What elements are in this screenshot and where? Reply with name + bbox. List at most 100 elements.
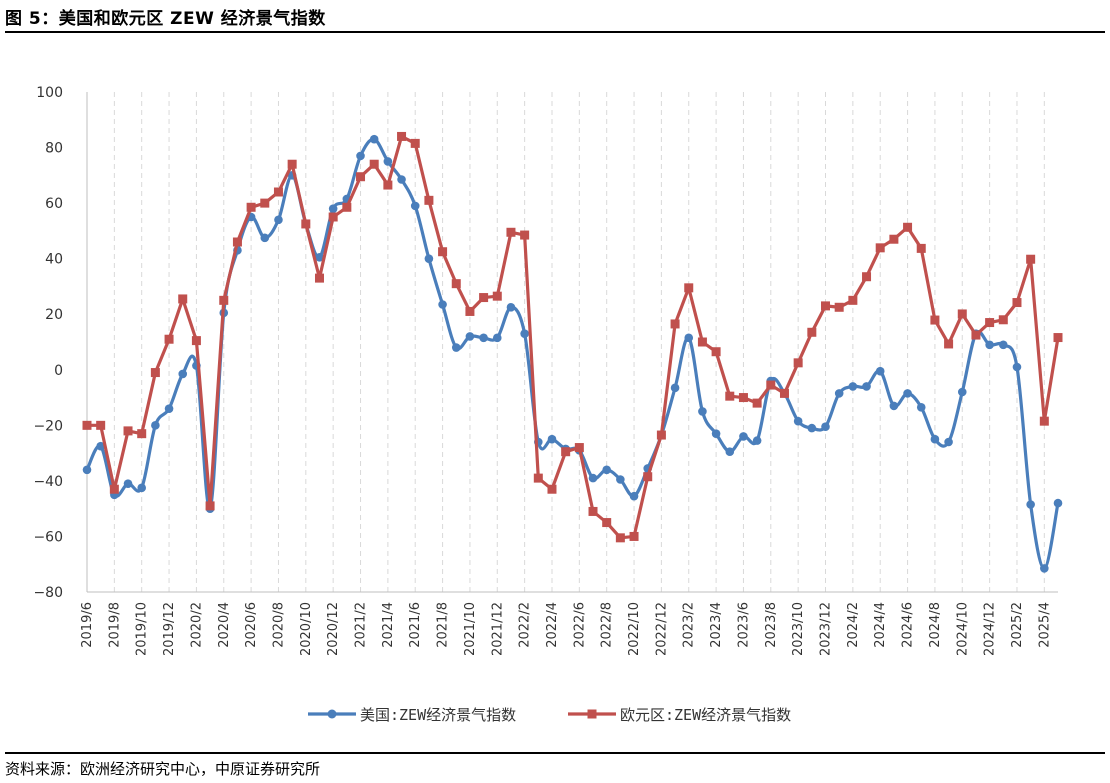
data-point [903,222,913,232]
data-point [698,407,707,416]
x-tick-label: 2024/6 [901,602,916,648]
data-point [96,441,105,451]
data-point [342,202,352,212]
axis-layer: −80 −60 −40 −20 0 20 40 60 80 100 2019/6 2019/8 2019… [33,85,1058,656]
x-tick-label: 2022/4 [545,602,560,648]
data-point [465,332,475,341]
top-rule [5,31,1105,33]
legend-item-2: 欧元区:ZEW经济景气指数 [568,706,791,724]
data-point [711,429,721,438]
grid-layer [86,92,1045,592]
data-point [930,315,940,325]
data-point [930,434,940,444]
data-point [397,175,406,184]
data-point [725,447,735,457]
data-point [944,339,954,349]
x-tick-label: 2023/4 [709,602,724,648]
y-tick-label: −20 [33,418,63,434]
series-line [85,137,1060,570]
data-point [479,293,489,303]
data-point [807,327,817,337]
legend-marker [327,709,337,719]
x-tick-label: 2019/8 [107,602,122,648]
x-tick-label: 2025/4 [1037,602,1052,648]
data-point [178,369,188,379]
data-point [96,420,106,430]
data-point [383,180,393,190]
data-point [889,401,899,411]
data-point [903,389,912,398]
data-point [821,301,831,311]
data-point [356,172,366,182]
data-point [752,436,762,445]
data-point [424,195,434,205]
data-point [328,212,338,222]
x-tick-label: 2024/2 [846,602,861,648]
data-point [533,473,543,483]
data-point [219,295,229,305]
data-point [1053,498,1063,508]
bottom-rule [5,752,1105,754]
data-point [410,138,420,148]
y-tick-label: 40 [45,252,63,268]
data-point [520,230,530,240]
data-point [123,479,133,488]
data-point [137,429,147,439]
data-point [793,416,803,426]
data-point [834,302,844,312]
series-1 [82,134,1063,573]
data-point [369,134,379,144]
data-point [998,315,1008,325]
data-point [451,279,461,289]
data-point [438,247,448,257]
data-point [287,159,297,169]
data-point [328,204,338,213]
x-tick-label: 2024/8 [928,602,943,648]
x-tick-label: 2019/10 [135,602,150,656]
data-point [109,484,119,494]
data-point [205,501,215,511]
x-tick-label: 2021/6 [408,602,423,648]
data-point [451,343,461,352]
data-point [438,300,447,309]
y-tick-label: −60 [33,529,63,545]
data-point [670,319,680,329]
data-point [985,318,995,328]
data-point [1053,333,1063,343]
data-point [1012,298,1022,308]
data-point [547,484,557,494]
data-point [725,391,735,401]
x-tick-label: 2022/10 [627,602,642,656]
data-point [369,159,379,169]
x-tick-label: 2025/2 [1010,602,1025,648]
data-point [547,434,557,444]
x-tick-label: 2023/2 [682,602,697,648]
x-tick-label: 2020/4 [217,602,232,648]
x-tick-label: 2021/4 [381,602,396,648]
data-point [383,157,393,166]
legend: 美国:ZEW经济景气指数 欧元区:ZEW经济景气指数 [308,706,791,724]
data-point [314,273,324,283]
data-point [1026,500,1035,509]
data-point [957,387,967,397]
x-tick-label: 2020/12 [326,602,341,656]
data-point [356,151,365,161]
x-tick-label: 2024/10 [955,602,970,656]
data-point [916,243,926,253]
x-tick-label: 2023/8 [764,602,779,648]
data-point [164,334,174,344]
data-point [834,389,844,398]
x-tick-label: 2022/6 [572,602,587,648]
legend-label: 欧元区:ZEW经济景气指数 [620,706,791,724]
data-point [151,421,160,430]
data-point [862,382,871,391]
data-point [670,383,680,393]
data-point [739,432,748,441]
data-point [738,393,748,403]
data-point [1040,564,1049,573]
line-chart: −80 −60 −40 −20 0 20 40 60 80 100 2019/6 2019/8 2019… [33,85,1063,724]
data-point [588,506,598,516]
y-tick-label: −80 [33,585,63,601]
data-point [492,291,502,301]
